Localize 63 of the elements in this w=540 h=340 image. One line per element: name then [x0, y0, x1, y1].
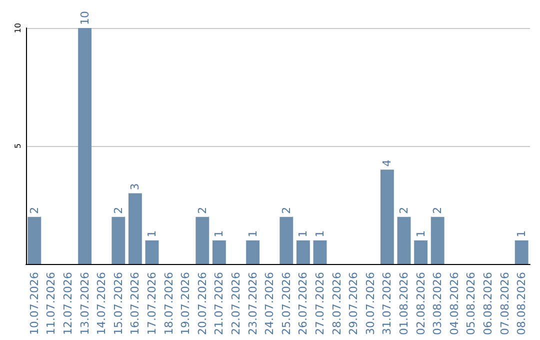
bar: [414, 240, 428, 264]
x-tick-label: 03.08.2026: [431, 272, 444, 336]
x-tick-label: 22.07.2026: [230, 272, 242, 336]
data-label: 1: [414, 230, 428, 238]
data-label: 4: [380, 160, 394, 167]
bar: [212, 240, 226, 264]
bar: [280, 216, 294, 264]
data-label: 2: [196, 206, 209, 214]
x-tick-label: 05.08.2026: [464, 272, 478, 336]
x-tick-label: 01.08.2026: [398, 272, 410, 336]
bar: [28, 216, 42, 264]
bar: [246, 240, 260, 264]
x-tick-label: 10.07.2026: [28, 272, 41, 336]
bar: [380, 170, 394, 264]
data-label: 2: [431, 206, 444, 214]
x-tick-label: 25.07.2026: [280, 272, 293, 336]
x-tick-label: 06.08.2026: [482, 272, 494, 336]
bar: [196, 216, 210, 264]
x-tick-label: 08.08.2026: [515, 272, 528, 336]
x-tick-label: 04.08.2026: [448, 272, 461, 336]
x-tick-label: 21.07.2026: [212, 272, 226, 336]
bar: [145, 240, 159, 264]
x-tick-label: 18.07.2026: [162, 272, 176, 336]
bar: [112, 216, 126, 264]
bar: [514, 240, 528, 264]
data-label: 2: [112, 206, 125, 214]
data-label: 1: [515, 230, 528, 238]
x-tick-label: 14.07.2026: [95, 272, 108, 336]
data-label: 2: [280, 206, 293, 214]
data-label: 1: [212, 230, 226, 238]
bar: [397, 216, 411, 264]
x-tick-label: 15.07.2026: [112, 272, 125, 336]
y-tick-label: 5: [14, 143, 22, 149]
x-tick-label: 26.07.2026: [296, 272, 310, 336]
bar: [313, 240, 327, 264]
x-tick-label: 19.07.2026: [179, 272, 192, 336]
x-tick-label: 30.07.2026: [364, 272, 377, 336]
data-label: 1: [296, 230, 310, 238]
bar: [430, 216, 444, 264]
data-label: 3: [128, 183, 142, 190]
x-tick-label: 13.07.2026: [78, 272, 92, 336]
x-tick-label: 07.08.2026: [498, 272, 512, 336]
x-tick-label: 28.07.2026: [330, 272, 344, 336]
x-tick-label: 31.07.2026: [380, 272, 394, 336]
bar: [296, 240, 310, 264]
x-tick-label: 24.07.2026: [263, 272, 276, 336]
x-tick-label: 02.08.2026: [414, 272, 428, 336]
data-label: 10: [78, 11, 92, 25]
bar: [128, 193, 142, 264]
x-tick-label: 12.07.2026: [62, 272, 74, 336]
data-label: 1: [146, 230, 158, 238]
data-label: 1: [314, 230, 326, 238]
x-tick-label: 17.07.2026: [146, 272, 158, 336]
x-tick-label: 29.07.2026: [347, 272, 360, 336]
data-label: 2: [28, 206, 41, 214]
data-label: 1: [246, 230, 260, 238]
data-label: 2: [398, 206, 410, 214]
x-tick-label: 20.07.2026: [196, 272, 209, 336]
bar: [78, 28, 92, 264]
x-tick-label: 16.07.2026: [128, 272, 142, 336]
x-tick-label: 23.07.2026: [246, 272, 260, 336]
x-tick-label: 27.07.2026: [314, 272, 326, 336]
x-tick-label: 11.07.2026: [44, 272, 58, 336]
